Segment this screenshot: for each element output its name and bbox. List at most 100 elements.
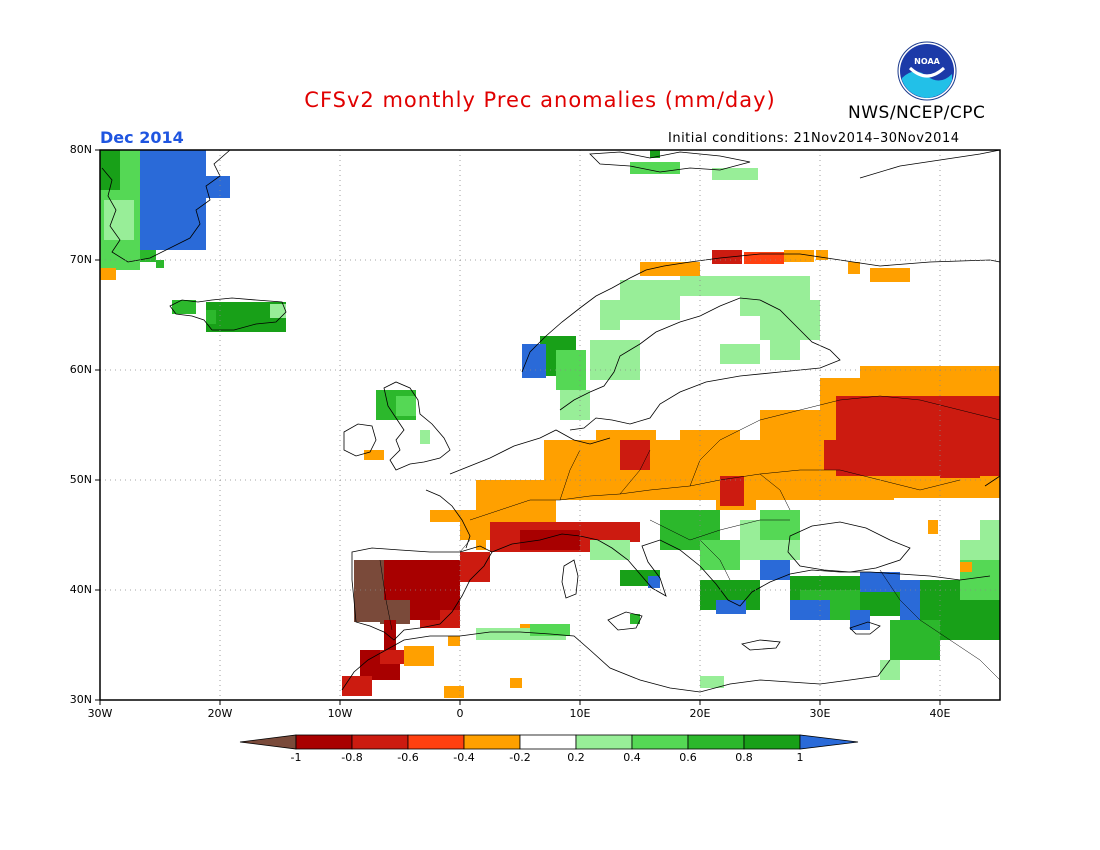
lat-label: 60N bbox=[69, 363, 92, 376]
anomaly-cell bbox=[630, 614, 640, 624]
anomaly-cell bbox=[960, 540, 1000, 560]
colorbar-swatch bbox=[687, 734, 745, 750]
anomaly-cell bbox=[270, 304, 286, 318]
anomaly-cell bbox=[816, 250, 828, 260]
anomaly-cell bbox=[716, 600, 746, 614]
coast-sicily bbox=[607, 611, 643, 631]
lat-label: 70N bbox=[69, 253, 92, 266]
anomaly-cell bbox=[172, 300, 196, 314]
colorbar-label: 0.4 bbox=[623, 751, 641, 764]
lat-label: 30N bbox=[69, 693, 92, 706]
anomaly-cell bbox=[404, 646, 434, 666]
anomaly-cell bbox=[354, 560, 384, 622]
coast-iceland bbox=[169, 297, 287, 331]
colorbar-swatch bbox=[407, 734, 465, 750]
anomaly-cell bbox=[206, 310, 216, 324]
anomaly-cell bbox=[880, 660, 900, 680]
colorbar-label: -0.6 bbox=[397, 751, 419, 764]
gridlines bbox=[100, 150, 1000, 700]
coast-norway bbox=[521, 253, 1001, 373]
coast-france bbox=[425, 489, 471, 549]
anomaly-cell bbox=[510, 678, 522, 688]
anomaly-cell bbox=[940, 380, 1000, 400]
coast-western-europe bbox=[449, 429, 611, 475]
anomaly-cell bbox=[770, 340, 800, 360]
chart-title: CFSv2 monthly Prec anomalies (mm/day) bbox=[304, 88, 776, 112]
anomaly-cell bbox=[648, 576, 660, 588]
anomaly-cell bbox=[700, 676, 724, 688]
anomaly-cell bbox=[156, 260, 164, 268]
coast-greenland bbox=[101, 149, 231, 263]
anomaly-cell bbox=[980, 520, 1000, 540]
anomaly-cell bbox=[520, 530, 580, 550]
colorbar-label: -0.2 bbox=[509, 751, 531, 764]
lon-label: 0 bbox=[456, 707, 464, 720]
anomaly-cell bbox=[720, 476, 744, 506]
anomaly-cell bbox=[680, 276, 740, 296]
coast-north-africa bbox=[341, 631, 891, 693]
anomaly-cell bbox=[700, 540, 740, 570]
anomaly-cell bbox=[448, 636, 460, 646]
lon-label: 20E bbox=[689, 707, 711, 720]
anomaly-cell bbox=[824, 440, 854, 470]
coast-crete bbox=[741, 639, 781, 651]
anomaly-cells bbox=[100, 150, 1000, 698]
coast-sardinia bbox=[561, 559, 579, 599]
anomaly-cell bbox=[760, 510, 800, 540]
anomaly-cell bbox=[630, 162, 680, 174]
anomaly-cell bbox=[560, 390, 590, 420]
colorbar-swatch bbox=[295, 734, 353, 750]
anomaly-cell bbox=[522, 344, 546, 378]
anomaly-cell bbox=[140, 150, 206, 250]
anomaly-cell bbox=[104, 200, 134, 240]
anomaly-cell bbox=[680, 430, 740, 450]
anomaly-cell bbox=[420, 430, 430, 444]
anomaly-cell bbox=[890, 620, 940, 660]
coast-iberia bbox=[351, 545, 493, 641]
anomaly-cell bbox=[444, 686, 464, 698]
anomaly-cell bbox=[396, 396, 416, 416]
anomaly-cell bbox=[100, 150, 120, 190]
anomaly-cell bbox=[860, 572, 900, 592]
anomaly-cell bbox=[590, 340, 640, 380]
anomaly-cell bbox=[580, 522, 640, 542]
anomaly-cell bbox=[790, 600, 830, 620]
colorbar-arrow-right bbox=[799, 734, 859, 750]
valid-month: Dec 2014 bbox=[100, 128, 184, 147]
noaa-logo: NOAA bbox=[897, 41, 957, 101]
colorbar-label: 0.8 bbox=[735, 751, 753, 764]
anomaly-cell bbox=[784, 250, 814, 262]
colorbar-swatch bbox=[631, 734, 689, 750]
initial-conditions: Initial conditions: 21Nov2014–30Nov2014 bbox=[668, 131, 960, 146]
anomaly-cell bbox=[928, 520, 938, 534]
colorbar-label: -1 bbox=[290, 751, 302, 764]
anomaly-cell bbox=[940, 398, 980, 478]
colorbar-swatch bbox=[575, 734, 633, 750]
lon-label: 30E bbox=[809, 707, 831, 720]
anomaly-cell bbox=[364, 450, 384, 460]
anomaly-cell bbox=[720, 344, 760, 364]
coast-britain bbox=[383, 381, 451, 471]
colorbar bbox=[239, 734, 859, 750]
coast-caspian bbox=[984, 475, 1001, 487]
colorbar-label: 0.2 bbox=[567, 751, 585, 764]
anomaly-cell bbox=[712, 168, 758, 180]
lon-label: 10E bbox=[569, 707, 591, 720]
colorbar-arrow-left bbox=[239, 734, 297, 750]
anomaly-cell bbox=[848, 262, 860, 274]
coast-cyprus bbox=[849, 621, 881, 635]
colorbar-label: 0.6 bbox=[679, 751, 697, 764]
anomaly-cell bbox=[620, 440, 650, 470]
anomaly-cell bbox=[620, 280, 680, 320]
coastlines bbox=[101, 149, 1001, 693]
lon-label: 10W bbox=[327, 707, 353, 720]
anomaly-cell bbox=[650, 150, 660, 158]
anomaly-cell bbox=[760, 560, 790, 580]
axis-ticks bbox=[95, 149, 941, 705]
colorbar-swatch bbox=[743, 734, 801, 750]
coast-ireland bbox=[343, 423, 377, 457]
anomaly-cell bbox=[380, 650, 410, 664]
colorbar-label: 1 bbox=[796, 751, 804, 764]
colorbar-swatch bbox=[519, 734, 577, 750]
